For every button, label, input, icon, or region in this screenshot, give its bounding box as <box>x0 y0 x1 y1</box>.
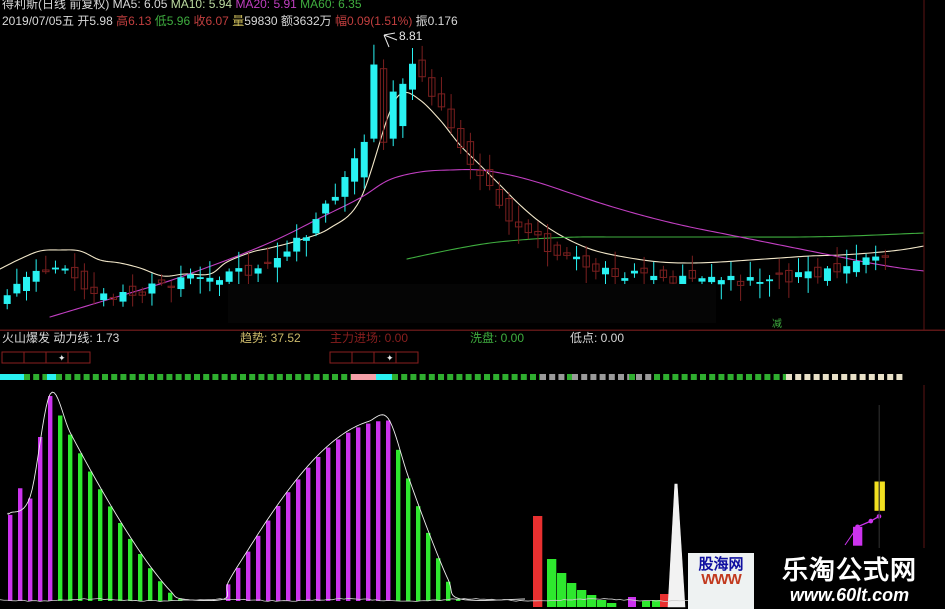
svg-text:主力进场: 0.00: 主力进场: 0.00 <box>330 331 408 345</box>
svg-text:火山爆发 动力线: 1.73: 火山爆发 动力线: 1.73 <box>2 330 120 345</box>
svg-text:低点: 0.00: 低点: 0.00 <box>570 331 624 345</box>
svg-text:✦: ✦ <box>58 353 66 363</box>
svg-text:减: 减 <box>772 318 782 330</box>
svg-text:8.81: 8.81 <box>399 29 423 43</box>
svg-text:✦: ✦ <box>386 353 394 363</box>
svg-text:趋势: 37.52: 趋势: 37.52 <box>240 331 301 345</box>
svg-text:洗盘: 0.00: 洗盘: 0.00 <box>470 330 524 345</box>
